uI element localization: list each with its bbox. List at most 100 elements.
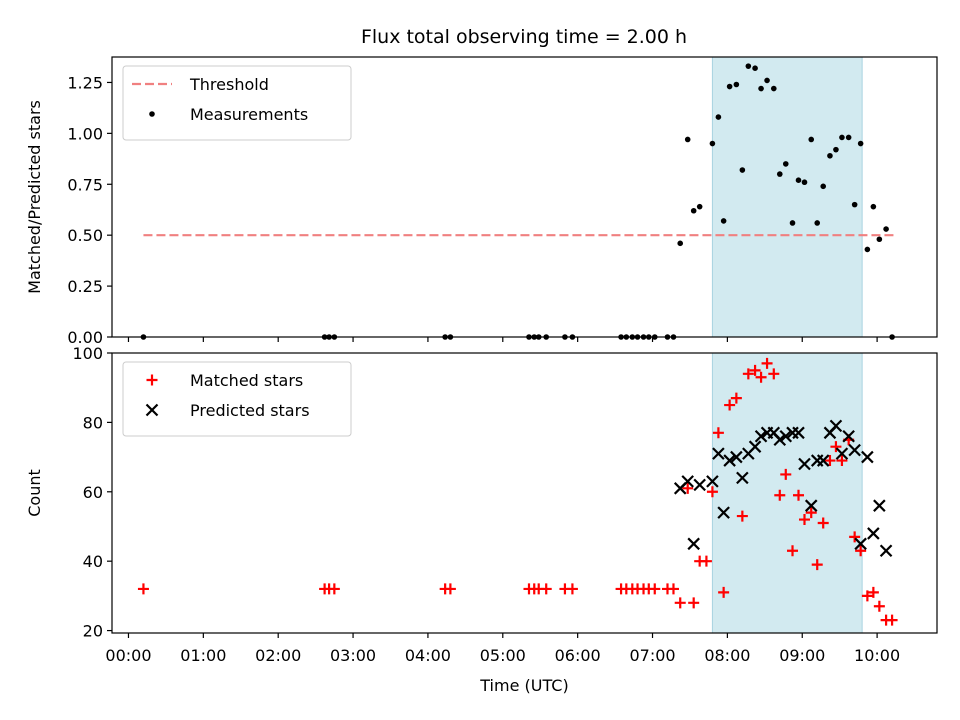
data-point bbox=[733, 81, 740, 88]
data-point bbox=[833, 146, 839, 153]
legend-label: Matched stars bbox=[190, 371, 303, 390]
data-point bbox=[749, 364, 761, 376]
data-point bbox=[824, 455, 836, 467]
data-point bbox=[857, 140, 864, 147]
x-tick-label: 01:00 bbox=[180, 646, 226, 665]
y-tick-label: 0.75 bbox=[67, 175, 103, 194]
data-point bbox=[867, 586, 879, 598]
data-point bbox=[870, 203, 877, 210]
data-point bbox=[829, 419, 843, 433]
x-tick-label: 09:00 bbox=[779, 646, 825, 665]
y-tick-label: 1.00 bbox=[67, 124, 103, 143]
legend: Threshold Measurements bbox=[122, 65, 352, 141]
data-point bbox=[839, 134, 845, 141]
data-point bbox=[876, 236, 883, 243]
legend-label: Threshold bbox=[189, 75, 269, 94]
ratio-panel: 0.00 0.25 0.50 0.75 1.00 1.25 Matched/Predicte… bbox=[25, 56, 938, 347]
data-point bbox=[792, 426, 805, 440]
data-point bbox=[854, 537, 867, 551]
data-point bbox=[752, 65, 758, 71]
data-point bbox=[667, 583, 679, 595]
data-point bbox=[736, 471, 749, 485]
data-point bbox=[690, 207, 697, 214]
data-point bbox=[706, 475, 719, 488]
legend-box bbox=[122, 361, 352, 437]
data-point bbox=[137, 583, 149, 595]
data-point bbox=[726, 83, 733, 90]
data-point bbox=[723, 454, 736, 467]
x-tick-label: 06:00 bbox=[555, 646, 601, 665]
data-point bbox=[848, 443, 861, 457]
legend-marker bbox=[145, 403, 159, 417]
data-point bbox=[779, 429, 793, 443]
data-point bbox=[811, 559, 823, 571]
data-point bbox=[836, 455, 848, 467]
x-tick-label: 05:00 bbox=[480, 646, 526, 665]
data-point bbox=[700, 555, 712, 567]
y-axis-label: Matched/Predicted stars bbox=[25, 100, 44, 294]
data-point bbox=[709, 140, 716, 147]
data-point bbox=[861, 590, 873, 602]
data-point bbox=[883, 226, 889, 232]
data-point bbox=[748, 440, 762, 453]
data-point bbox=[855, 545, 867, 557]
data-point bbox=[867, 527, 880, 540]
shaded-region bbox=[711, 56, 863, 338]
data-point bbox=[720, 218, 727, 224]
data-point bbox=[688, 597, 700, 609]
data-point bbox=[798, 514, 810, 526]
data-point bbox=[774, 489, 786, 501]
data-point bbox=[780, 468, 792, 480]
y-axis-label: Count bbox=[25, 469, 44, 517]
data-point bbox=[730, 450, 743, 464]
data-point bbox=[696, 203, 703, 210]
y-tick-label: 0.00 bbox=[67, 328, 103, 347]
axes-frame bbox=[111, 56, 938, 338]
data-point bbox=[842, 429, 855, 443]
data-point bbox=[873, 499, 886, 512]
data-point bbox=[724, 399, 736, 411]
data-point bbox=[849, 531, 861, 543]
data-point bbox=[715, 114, 722, 120]
data-point bbox=[712, 427, 724, 439]
legend: Matched stars Predicted stars bbox=[122, 361, 352, 437]
data-point bbox=[677, 240, 684, 247]
legend-marker bbox=[146, 374, 158, 386]
y-tick-label: 40 bbox=[83, 552, 103, 571]
data-point bbox=[540, 583, 552, 595]
y-tick-label: 0.25 bbox=[67, 277, 103, 296]
x-axis-label: Time (UTC) bbox=[479, 676, 568, 695]
x-tick-label: 10:00 bbox=[854, 646, 900, 665]
x-tick-label: 03:00 bbox=[330, 646, 376, 665]
data-point bbox=[808, 136, 815, 143]
data-point bbox=[795, 177, 802, 183]
count-panel: 20 40 60 80 100 00:00 01:00 02:00 03:00 04:00 05:0… bbox=[25, 344, 938, 695]
data-point bbox=[761, 357, 773, 369]
y-tick-label: 20 bbox=[83, 622, 103, 641]
chart-title: Flux total observing time = 2.00 h bbox=[361, 26, 687, 48]
data-point bbox=[845, 134, 852, 141]
data-point bbox=[879, 544, 893, 558]
series-predicted-stars bbox=[673, 419, 893, 558]
data-point bbox=[782, 161, 789, 167]
data-point bbox=[851, 201, 858, 208]
data-point bbox=[444, 583, 456, 595]
data-point bbox=[684, 136, 691, 143]
data-point bbox=[770, 85, 777, 92]
series-matched-stars bbox=[137, 357, 898, 626]
data-point bbox=[789, 220, 796, 226]
data-point bbox=[745, 63, 752, 69]
data-point bbox=[817, 517, 829, 529]
y-tick-label: 100 bbox=[72, 344, 103, 363]
data-point bbox=[816, 454, 830, 467]
x-tick-label: 04:00 bbox=[405, 646, 451, 665]
data-point bbox=[712, 447, 725, 460]
y-tick-label: 1.25 bbox=[67, 73, 103, 92]
data-point bbox=[864, 246, 871, 253]
data-point bbox=[742, 368, 754, 380]
data-point bbox=[776, 171, 783, 177]
data-point bbox=[827, 152, 833, 159]
y-tick-label: 80 bbox=[83, 413, 103, 432]
data-point bbox=[886, 614, 898, 626]
